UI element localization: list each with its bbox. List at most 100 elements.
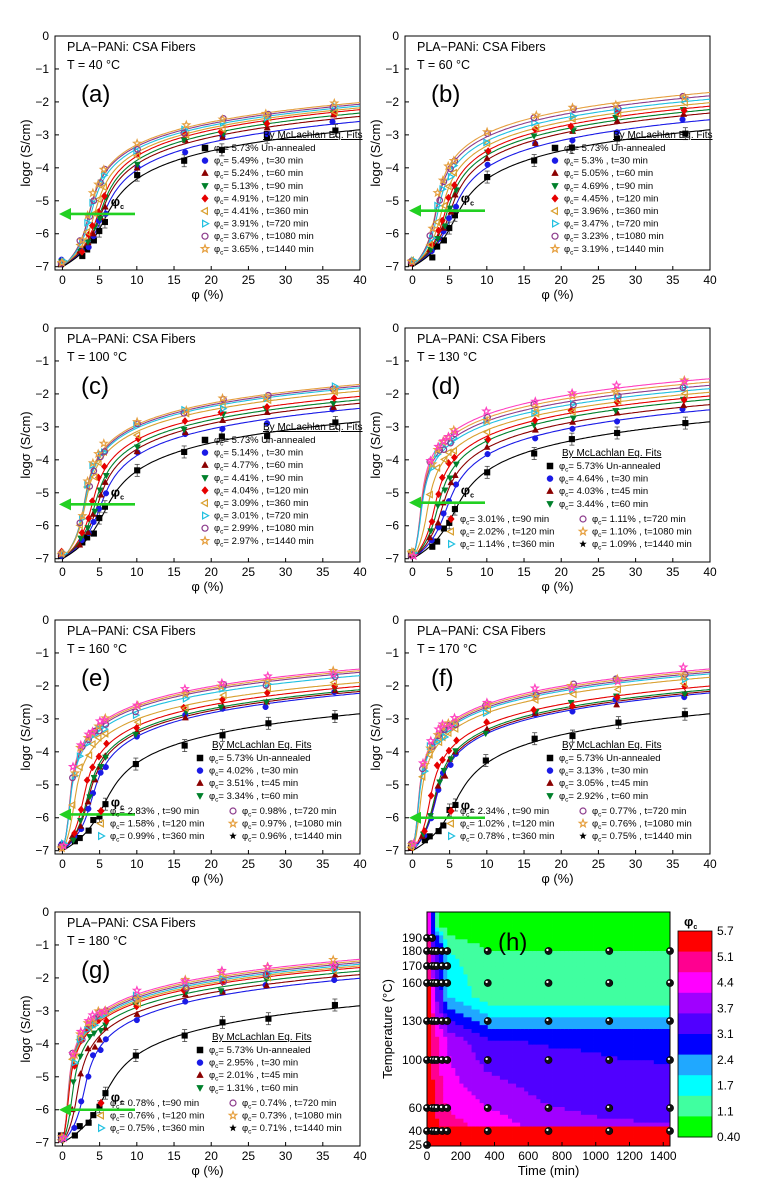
panel-h: (h)0 200 400 600 800 1000 1200 1400254060100130… <box>380 911 741 1178</box>
contour-cell <box>431 1099 436 1104</box>
contour-cell <box>455 1107 460 1112</box>
contour-cell <box>451 1036 456 1042</box>
contour-cell <box>617 943 622 948</box>
data-point-4 <box>530 133 538 140</box>
contour-cell <box>479 1095 485 1100</box>
contour-cell <box>552 993 557 999</box>
contour-cell <box>451 947 456 952</box>
contour-cell <box>475 962 481 967</box>
contour-cell <box>593 951 598 956</box>
x-tick-label: 40 <box>353 857 367 871</box>
contour-cell <box>475 1103 481 1108</box>
contour-cell <box>520 1021 525 1026</box>
contour-cell <box>617 1110 622 1116</box>
contour-cell <box>597 1118 602 1123</box>
data-point-1 <box>484 174 491 181</box>
contour-cell <box>427 1075 432 1081</box>
contour-cell <box>617 1095 622 1100</box>
contour-cell <box>520 1087 525 1092</box>
contour-cell <box>568 1126 574 1131</box>
contour-cell <box>487 1064 493 1069</box>
contour-cell <box>532 1079 537 1084</box>
contour-cell <box>597 970 602 975</box>
contour-cell <box>447 1114 452 1120</box>
contour-cell <box>475 1126 481 1131</box>
contour-cell <box>597 1056 602 1061</box>
data-point-4 <box>96 216 104 223</box>
contour-cell <box>560 1118 566 1123</box>
x-axis-label: φ (%) <box>191 287 223 302</box>
contour-cell <box>459 958 464 964</box>
data-point-3 <box>133 447 141 455</box>
contour-cell <box>532 1060 537 1065</box>
contour-cell <box>645 997 651 1003</box>
contour-cell <box>524 1032 529 1038</box>
contour-cell <box>621 1126 626 1131</box>
contour-cell <box>649 1103 655 1108</box>
y-tick-label: −1 <box>35 646 49 660</box>
contour-cell <box>499 986 505 991</box>
contour-cell <box>661 1025 667 1030</box>
contour-cell <box>439 986 444 991</box>
x-tick-label: 40 <box>703 273 717 287</box>
contour-cell <box>528 931 533 936</box>
contour-cell <box>447 935 452 940</box>
contour-cell <box>451 927 456 932</box>
fit-line-3 <box>412 404 711 560</box>
contour-cell <box>540 1048 545 1053</box>
contour-cell <box>540 939 545 944</box>
contour-cell <box>641 1040 647 1045</box>
contour-cell <box>556 1009 562 1014</box>
contour-cell <box>455 1040 460 1045</box>
contour-cell <box>597 1079 602 1084</box>
contour-cell <box>657 978 663 983</box>
contour-cell <box>601 1095 606 1100</box>
data-point-9 <box>217 113 228 124</box>
contour-cell <box>451 970 456 975</box>
contour-cell <box>447 1110 452 1116</box>
contour-cell <box>487 1040 493 1045</box>
contour-cell <box>609 954 614 960</box>
contour-cell <box>649 1118 655 1123</box>
contour-cell <box>580 1134 586 1139</box>
contour-cell <box>601 1029 606 1034</box>
contour-cell <box>532 1025 537 1030</box>
legend-entry: φc= 4.03% , t=45 min <box>559 486 648 499</box>
contour-cell <box>645 1009 651 1014</box>
contour-cell <box>487 1025 493 1030</box>
legend-marker-6 <box>96 819 105 828</box>
contour-cell <box>564 1142 570 1147</box>
contour-cell <box>483 935 489 940</box>
contour-cell <box>589 1025 594 1030</box>
contour-cell <box>532 990 537 995</box>
contour-cell <box>637 1005 643 1010</box>
contour-cell <box>601 1060 606 1065</box>
contour-cell <box>487 1071 493 1077</box>
contour-cell <box>495 1048 501 1053</box>
contour-cell <box>447 1138 452 1143</box>
contour-cell <box>443 1052 448 1057</box>
contour-cell <box>503 966 509 971</box>
contour-cell <box>548 1138 553 1143</box>
contour-cell <box>443 1087 448 1092</box>
contour-cell <box>516 1091 521 1096</box>
contour-cell <box>584 931 590 936</box>
contour-cell <box>467 1083 472 1088</box>
contour-cell <box>516 927 521 932</box>
contour-cell <box>447 974 452 979</box>
contour-cell <box>443 1044 448 1049</box>
contour-cell <box>629 1071 634 1077</box>
contour-cell <box>483 931 489 936</box>
contour-cell <box>584 1005 590 1010</box>
contour-cell <box>568 1013 574 1018</box>
contour-cell <box>661 1142 667 1147</box>
contour-cell <box>475 1107 481 1112</box>
contour-cell <box>617 1001 622 1006</box>
contour-cell <box>641 1032 647 1038</box>
contour-cell <box>572 1068 578 1073</box>
contour-cell <box>641 919 647 925</box>
contour-cell <box>568 1071 574 1077</box>
contour-cell <box>580 1044 586 1049</box>
contour-cell <box>572 997 578 1003</box>
contour-cell <box>641 1029 647 1034</box>
